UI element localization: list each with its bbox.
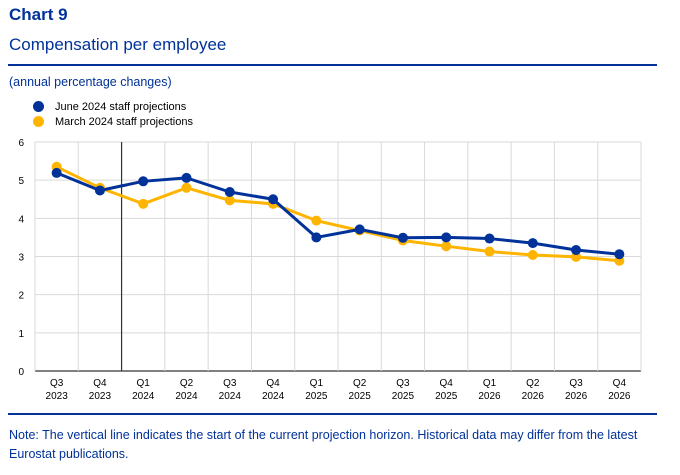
data-point-june [224, 186, 235, 197]
x-tick-label-quarter: Q4 [613, 378, 627, 389]
legend-label-march: March 2024 staff projections [55, 115, 193, 128]
data-point-june [94, 185, 105, 196]
data-point-june [484, 233, 495, 244]
y-tick-label: 2 [18, 291, 24, 302]
x-tick-label-year: 2026 [608, 391, 631, 402]
x-tick-label-quarter: Q1 [483, 378, 497, 389]
legend-marker-march [33, 116, 44, 127]
data-point-march [311, 215, 322, 226]
data-point-march [224, 195, 235, 206]
x-tick-label-year: 2024 [132, 391, 155, 402]
x-tick-label-year: 2024 [219, 391, 242, 402]
x-tick-label-quarter: Q4 [93, 378, 107, 389]
data-point-june [311, 232, 322, 243]
x-tick-label-year: 2024 [262, 391, 285, 402]
x-tick-label-year: 2025 [392, 391, 415, 402]
data-point-march [138, 198, 149, 209]
chart-note: Note: The vertical line indicates the st… [9, 428, 638, 461]
data-point-march [571, 251, 582, 262]
data-point-june [138, 176, 149, 187]
data-point-june [354, 224, 365, 235]
series-line-march [55, 165, 620, 263]
x-tick-label-quarter: Q4 [266, 378, 280, 389]
x-tick-label-year: 2023 [46, 391, 69, 402]
x-tick-label-quarter: Q1 [310, 378, 324, 389]
x-tick-label-year: 2026 [478, 391, 501, 402]
data-point-march [181, 182, 192, 193]
x-tick-label-quarter: Q2 [353, 378, 367, 389]
data-point-june [268, 194, 279, 205]
data-point-june [397, 232, 408, 243]
x-tick-label-year: 2025 [349, 391, 372, 402]
data-point-june [614, 249, 625, 260]
x-tick-label-quarter: Q3 [569, 378, 583, 389]
data-point-march [527, 249, 538, 260]
data-point-june [441, 232, 452, 243]
chart-number: Chart 9 [9, 5, 68, 24]
x-tick-label-quarter: Q1 [137, 378, 151, 389]
data-point-june [571, 245, 582, 256]
y-tick-label: 1 [18, 329, 24, 340]
data-point-march [484, 246, 495, 257]
y-tick-label: 0 [18, 367, 24, 378]
y-tick-label: 4 [18, 214, 24, 225]
data-point-march [441, 241, 452, 252]
x-tick-label-quarter: Q2 [180, 378, 194, 389]
x-tick-label-quarter: Q4 [440, 378, 454, 389]
data-point-june [51, 167, 62, 178]
legend: June 2024 staff projections March 2024 s… [33, 99, 193, 129]
top-divider [8, 64, 657, 66]
legend-label-june: June 2024 staff projections [55, 100, 187, 113]
x-tick-label-quarter: Q3 [396, 378, 410, 389]
x-tick-label-year: 2023 [89, 391, 112, 402]
data-point-june [181, 172, 192, 183]
x-tick-label-year: 2025 [305, 391, 328, 402]
chart-title: Compensation per employee [9, 35, 227, 54]
legend-marker-june [33, 101, 44, 112]
x-tick-label-year: 2025 [435, 391, 458, 402]
x-tick-label-year: 2024 [175, 391, 198, 402]
y-tick-label: 3 [18, 253, 24, 264]
legend-item-march: March 2024 staff projections [33, 114, 193, 129]
x-tick-label-quarter: Q3 [223, 378, 237, 389]
x-tick-label-year: 2026 [522, 391, 545, 402]
series-line-june [56, 171, 620, 256]
data-point-june [527, 238, 538, 249]
legend-item-june: June 2024 staff projections [33, 99, 193, 114]
chart-subtitle: (annual percentage changes) [9, 75, 172, 89]
x-tick-label-quarter: Q2 [526, 378, 540, 389]
y-tick-label: 6 [18, 138, 24, 149]
bottom-divider [8, 413, 657, 415]
x-tick-label-quarter: Q3 [50, 378, 64, 389]
y-tick-label: 5 [18, 176, 24, 187]
x-tick-label-year: 2026 [565, 391, 588, 402]
